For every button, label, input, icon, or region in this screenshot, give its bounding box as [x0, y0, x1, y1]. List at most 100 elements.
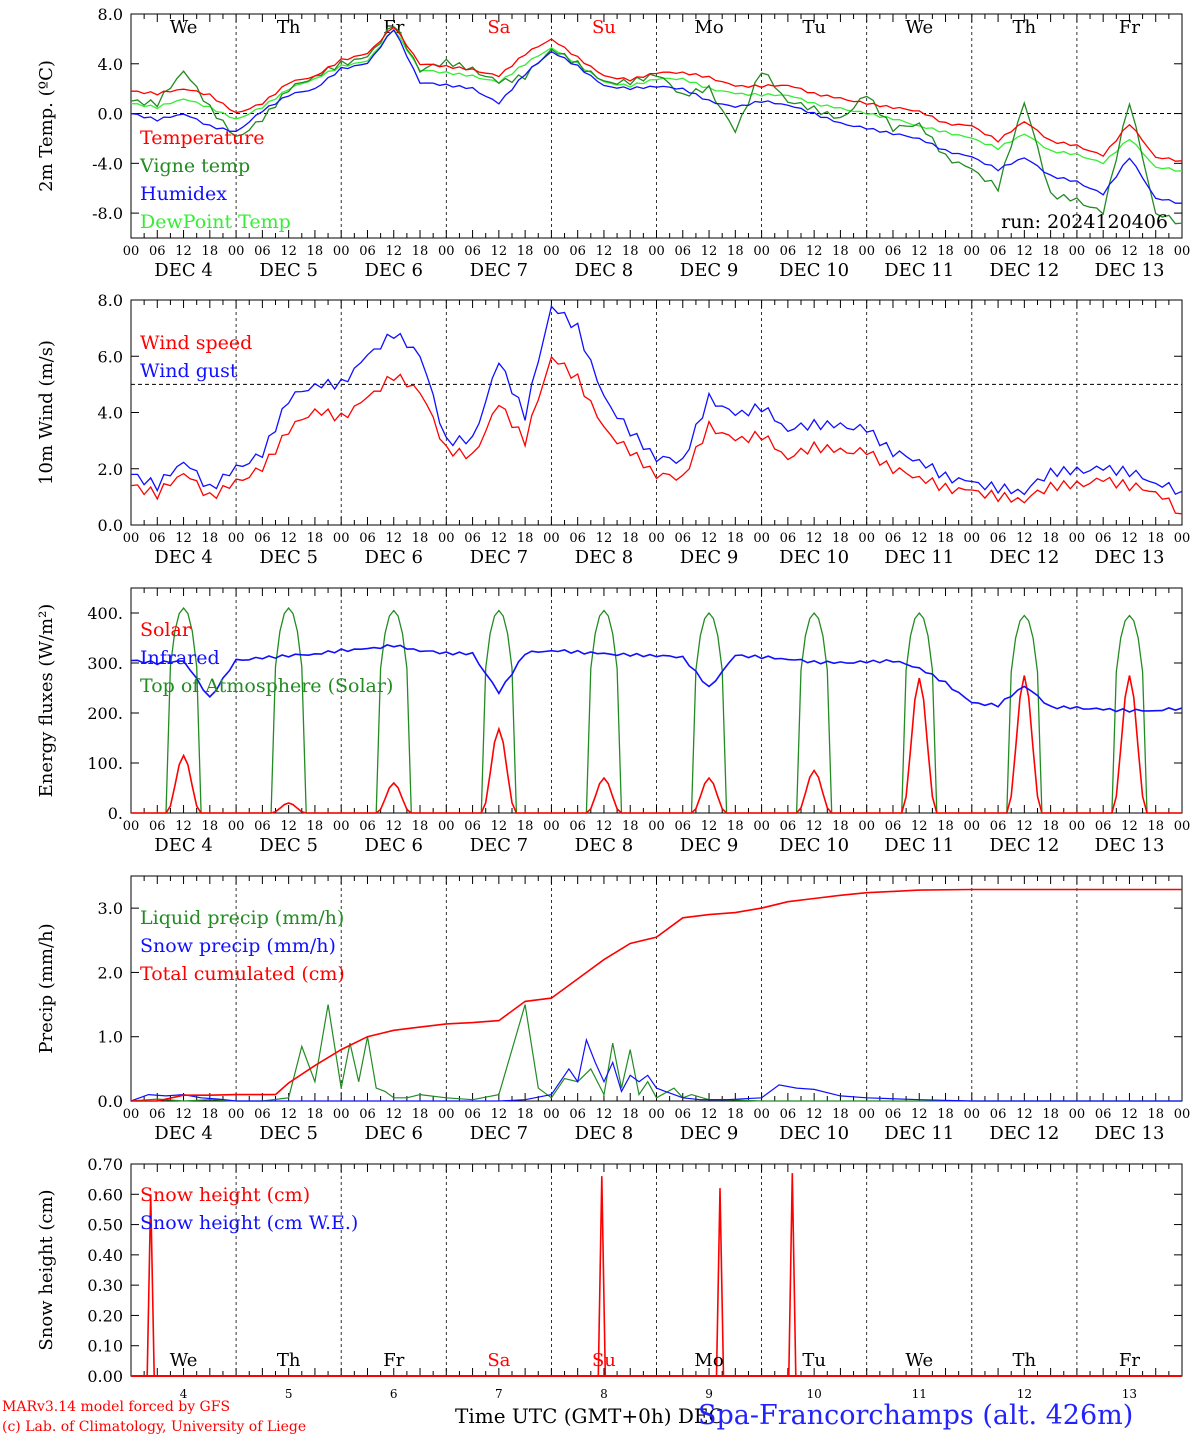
x-tick-label: 00: [1174, 531, 1191, 546]
day-label: We: [170, 1350, 198, 1371]
y-tick-label: 6.0: [98, 347, 123, 366]
x-tick-label: 00: [228, 1107, 245, 1122]
legend-vigne-temp: Vigne temp: [139, 155, 250, 177]
day-number-label: 5: [285, 1387, 293, 1401]
x-tick-label: 06: [464, 1107, 481, 1122]
x-tick-label: 12: [175, 244, 192, 259]
x-tick-label: 00: [1069, 1107, 1086, 1122]
x-tick-label: 06: [990, 819, 1007, 834]
x-tick-label: 18: [1147, 531, 1164, 546]
x-date-label: DEC 13: [1094, 1123, 1164, 1144]
x-tick-label: 06: [675, 531, 692, 546]
x-tick-label: 12: [911, 819, 928, 834]
y-tick-label: 2.0: [98, 963, 123, 982]
x-date-label: DEC 8: [575, 1123, 634, 1144]
x-tick-label: 06: [885, 1107, 902, 1122]
x-date-label: DEC 13: [1094, 260, 1164, 281]
x-tick-label: 00: [333, 1107, 350, 1122]
x-tick-label: 18: [832, 1107, 849, 1122]
x-tick-label: 18: [727, 819, 744, 834]
legend-snow-height-cm-: Snow height (cm): [140, 1184, 310, 1206]
x-date-label: DEC 10: [779, 260, 849, 281]
day-label: Su: [592, 17, 616, 38]
x-tick-label: 00: [543, 1107, 560, 1122]
x-tick-label: 12: [1016, 819, 1033, 834]
series-line-humidex: [130, 28, 1182, 204]
y-tick-label: 2.0: [98, 460, 123, 479]
series-line-snow-precip-mm-h-: [130, 1037, 1182, 1102]
day-label: Sa: [487, 17, 510, 38]
x-tick-label: 00: [543, 244, 560, 259]
y-tick-label: 0.0: [98, 1092, 123, 1111]
x-tick-label: 18: [307, 244, 324, 259]
x-tick-label: 00: [123, 819, 140, 834]
x-tick-label: 18: [1147, 1107, 1164, 1122]
y-tick-label: 0.: [108, 804, 123, 823]
x-tick-label: 06: [464, 531, 481, 546]
legend-snow-height-cm-w-e-: Snow height (cm W.E.): [140, 1212, 358, 1234]
x-date-label: DEC 12: [989, 835, 1059, 856]
x-tick-label: 12: [280, 531, 297, 546]
x-tick-label: 06: [990, 531, 1007, 546]
y-tick-label: 400.: [87, 604, 123, 623]
y-tick-label: 8.0: [98, 5, 123, 24]
y-tick-label: 100.: [87, 754, 123, 773]
x-tick-label: 06: [780, 244, 797, 259]
day-label: Sa: [487, 1350, 510, 1371]
x-tick-label: 12: [701, 531, 718, 546]
x-tick-label: 12: [1121, 1107, 1138, 1122]
y-tick-label: 0.20: [87, 1306, 123, 1325]
x-tick-label: 00: [228, 531, 245, 546]
day-label: Tu: [802, 17, 826, 38]
y-tick-label: -4.0: [92, 154, 123, 173]
y-tick-label: 0.50: [87, 1216, 123, 1235]
snow-height-spike: [715, 1188, 725, 1377]
x-tick-label: 00: [858, 531, 875, 546]
x-tick-label: 00: [753, 1107, 770, 1122]
x-tick-label: 12: [701, 1107, 718, 1122]
series-line-vigne-temp: [130, 25, 1183, 225]
day-label: Su: [592, 1350, 616, 1371]
x-tick-label: 00: [648, 819, 665, 834]
x-date-label: DEC 9: [680, 1123, 739, 1144]
x-tick-label: 00: [1174, 1107, 1191, 1122]
x-axis-title: Time UTC (GMT+0h) DEC: [455, 1404, 724, 1428]
x-tick-label: 00: [228, 244, 245, 259]
y-tick-label: 4.0: [98, 55, 123, 74]
legend-top-of-atmosphere-solar-: Top of Atmosphere (Solar): [140, 675, 393, 697]
y-tick-label: 300.: [87, 654, 123, 673]
x-tick-label: 12: [1016, 1107, 1033, 1122]
credit-line-2: (c) Lab. of Climatology, University of L…: [2, 1419, 307, 1435]
x-date-label: DEC 9: [680, 835, 739, 856]
x-tick-label: 00: [438, 531, 455, 546]
x-tick-label: 18: [412, 531, 429, 546]
day-label: Fr: [1119, 17, 1140, 38]
x-tick-label: 06: [464, 819, 481, 834]
x-tick-label: 00: [1069, 819, 1086, 834]
day-label: We: [905, 1350, 933, 1371]
x-tick-label: 12: [280, 819, 297, 834]
y-axis-label: 2m Temp. (ºC): [36, 60, 57, 192]
x-tick-label: 12: [175, 819, 192, 834]
x-tick-label: 18: [1042, 819, 1059, 834]
x-tick-label: 18: [307, 1107, 324, 1122]
x-tick-label: 00: [123, 531, 140, 546]
run-label: run: 2024120406: [1001, 211, 1168, 233]
x-date-label: DEC 4: [154, 835, 213, 856]
x-tick-label: 00: [858, 244, 875, 259]
x-date-label: DEC 7: [470, 260, 529, 281]
x-tick-label: 12: [175, 531, 192, 546]
x-tick-label: 12: [1121, 819, 1138, 834]
x-tick-label: 18: [202, 819, 219, 834]
y-axis-label: Energy fluxes (W/m²): [36, 604, 57, 798]
x-tick-label: 18: [727, 1107, 744, 1122]
x-tick-label: 06: [149, 244, 166, 259]
x-tick-label: 18: [622, 819, 639, 834]
x-tick-label: 18: [307, 531, 324, 546]
x-tick-label: 12: [1016, 531, 1033, 546]
day-label: We: [905, 17, 933, 38]
x-tick-label: 06: [254, 819, 271, 834]
x-tick-label: 12: [596, 1107, 613, 1122]
x-tick-label: 18: [1042, 1107, 1059, 1122]
x-tick-label: 06: [569, 531, 586, 546]
